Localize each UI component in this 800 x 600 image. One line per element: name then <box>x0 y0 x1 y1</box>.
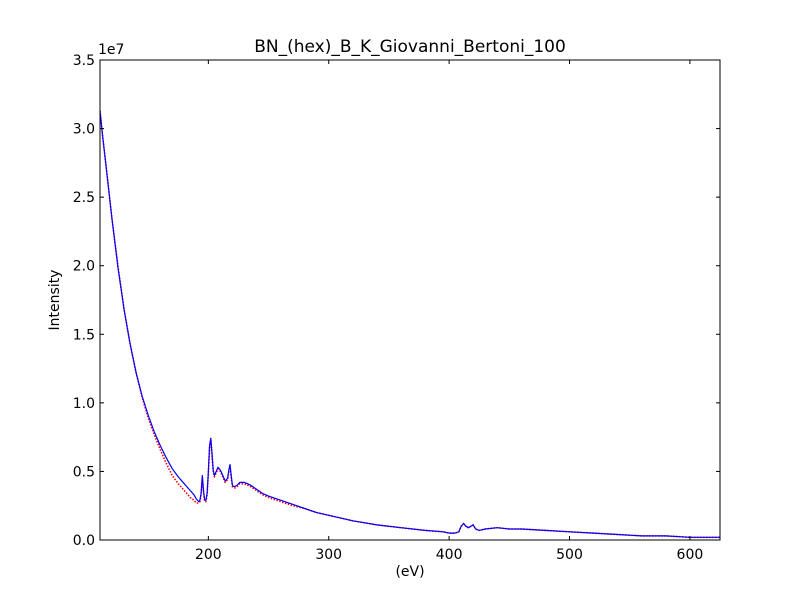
series-layer <box>100 110 720 539</box>
y-tick-label: 3.5 <box>73 53 95 69</box>
series-line-1 <box>100 110 720 538</box>
y-tick-label: 0.0 <box>73 533 95 549</box>
y-tick-label: 1.0 <box>73 396 95 412</box>
x-tick-label: 500 <box>556 547 583 563</box>
x-tick-label: 200 <box>195 547 222 563</box>
chart-title: BN_(hex)_B_K_Giovanni_Bertoni_100 <box>254 37 566 57</box>
y-tick-label: 2.5 <box>73 190 95 206</box>
y-tick-label: 3.0 <box>73 122 95 138</box>
y-tick-label: 1.5 <box>73 327 95 343</box>
y-tick-label: 2.0 <box>73 259 95 275</box>
x-tick-label: 400 <box>436 547 463 563</box>
y-scale-label: 1e7 <box>98 42 124 58</box>
ticks-layer: 200 300 400 500 600 0.0 0.5 1.0 1.5 2.0 2.5 3.0 3.5 <box>73 53 720 563</box>
plot-area <box>100 60 720 540</box>
y-axis-label: Intensity <box>47 270 63 331</box>
plot-frame <box>99 59 721 541</box>
x-axis-label: (eV) <box>395 564 424 580</box>
x-tick-label: 300 <box>315 547 342 563</box>
x-tick-label: 600 <box>677 547 704 563</box>
y-tick-label: 0.5 <box>73 464 95 480</box>
